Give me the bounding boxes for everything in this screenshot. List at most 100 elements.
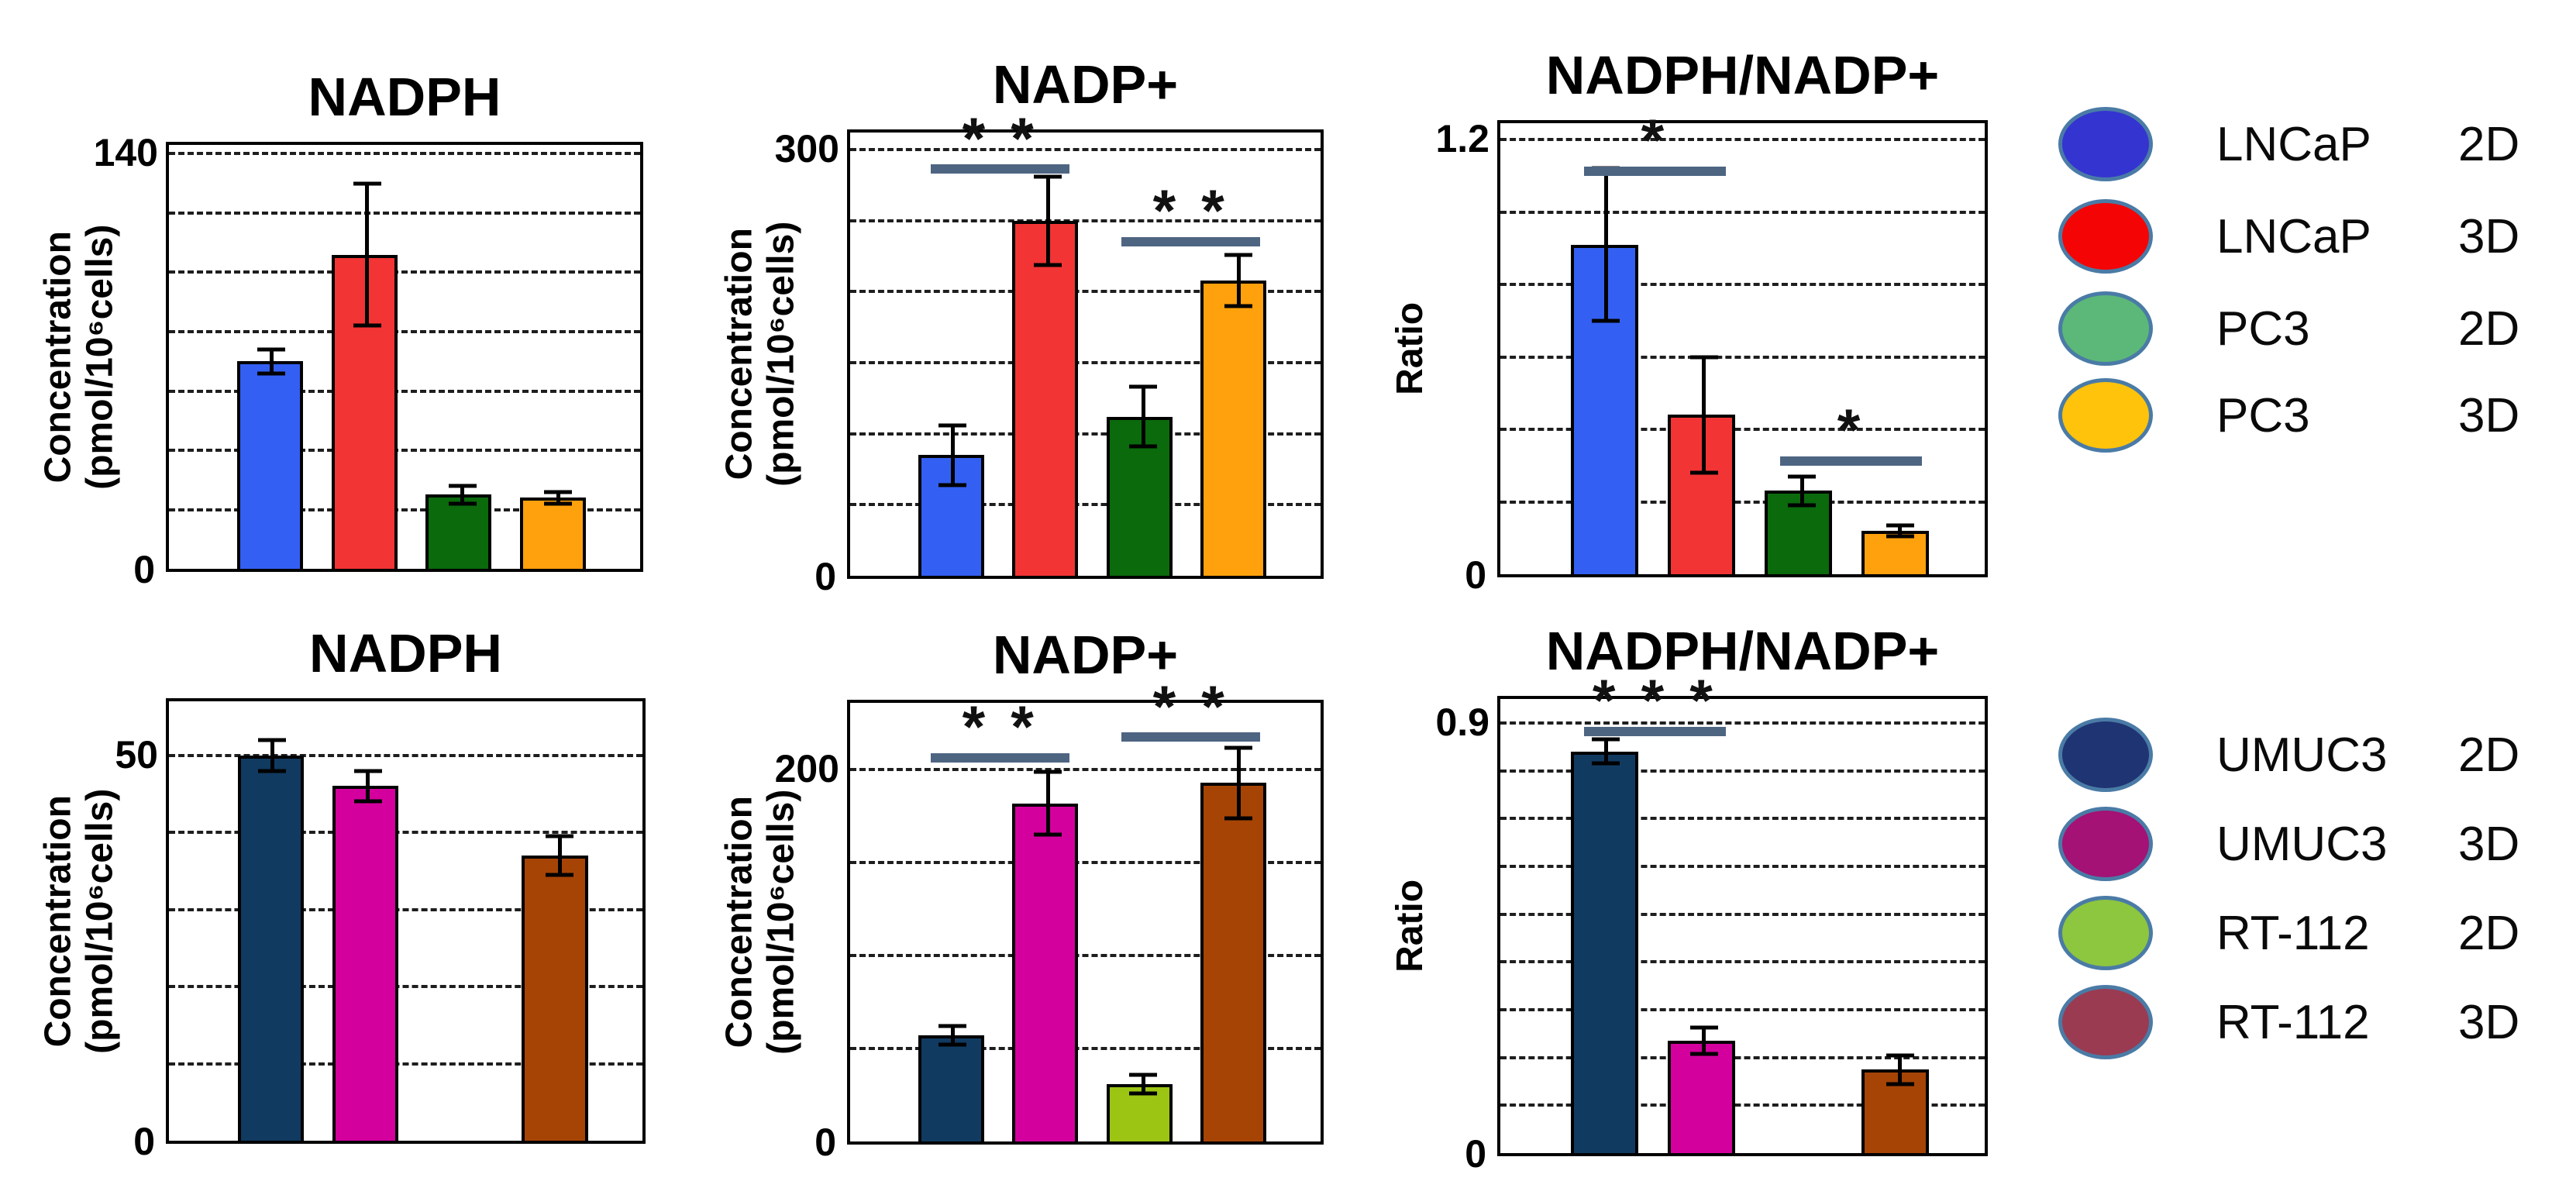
gridline <box>1500 1104 1985 1107</box>
y-axis-tick-label: 1.2 <box>1435 116 1489 160</box>
y-axis-label: Concentration (pmol/10⁶cells) <box>718 789 801 1055</box>
significance-stars: * * * <box>1592 667 1717 734</box>
error-bar-cap <box>353 799 382 804</box>
y-axis-label: Concentration (pmol/10⁶cells) <box>718 221 801 487</box>
gridline <box>169 753 642 757</box>
y-axis-tick-label: 50 <box>115 732 158 776</box>
error-bar-cap <box>938 1024 967 1028</box>
error-bar-cap <box>1689 355 1718 360</box>
bar-pc3-3d <box>519 498 587 569</box>
legend-item: PC3 2D <box>2058 291 2519 367</box>
y-axis-zero-label: 0 <box>1465 1132 1486 1176</box>
chart-nadp-bottom: NADP+ Concentration (pmol/10⁶cells) 200 0… <box>718 625 1324 1164</box>
y-axis-label-wrap: Ratio <box>1321 699 1500 1153</box>
error-bar-cap <box>258 738 287 742</box>
error-bar <box>1702 356 1706 473</box>
error-bar <box>1141 1074 1145 1093</box>
error-bar-cap <box>544 501 573 506</box>
gridline <box>169 270 640 274</box>
gridline <box>1500 721 1985 725</box>
gridline <box>1500 1055 1985 1059</box>
y-axis-zero-label: 0 <box>1465 553 1486 597</box>
error-bar-cap <box>546 834 574 838</box>
y-axis-label: Concentration (pmol/10⁶cells) <box>37 788 120 1054</box>
chart-nadph-top: NADPH Concentration (pmol/10⁶cells) 140 0 <box>37 67 643 591</box>
bar-rt-112-3d <box>1200 783 1267 1141</box>
error-bar-cap <box>1689 1052 1718 1056</box>
legend-label: LNCaP <box>2216 209 2371 263</box>
bar-lncap-3d <box>331 254 398 569</box>
error-bar-cap <box>1788 474 1817 479</box>
error-bar <box>1799 476 1804 506</box>
gridline <box>1500 355 1985 359</box>
chart-title: NADPH/NADP+ <box>1545 621 1940 681</box>
error-bar-cap <box>1129 444 1158 449</box>
gridline <box>850 1047 1321 1051</box>
gridline <box>169 508 640 511</box>
legend-dim-label: 3D <box>2458 995 2520 1049</box>
plot-area <box>169 145 640 569</box>
error-bar-cap <box>258 769 287 773</box>
gridline <box>169 152 640 156</box>
legend-bladder-cells: UMUC3 2D UMUC3 3D RT-112 2D RT-112 3D <box>2058 0 2570 1181</box>
bar-pc3-3d <box>1200 280 1267 576</box>
bar-pc3-2d <box>1106 416 1173 576</box>
y-axis-tick-label: 300 <box>774 126 839 170</box>
legend-swatch-lncap-3d <box>2058 199 2153 274</box>
y-axis-zero-label: 0 <box>814 555 836 598</box>
significance-stars: * * <box>1152 178 1229 245</box>
legend-item: UMUC3 2D <box>2058 717 2519 793</box>
bar-rt-112-3d <box>522 855 588 1141</box>
significance-line <box>1121 732 1261 742</box>
gridline <box>169 907 642 911</box>
error-bar-cap <box>1034 832 1062 837</box>
significance-line <box>1780 456 1922 466</box>
legend-swatch-lncap-2d <box>2058 107 2153 181</box>
chart-ratio-top: NADPH/NADP+ Ratio 1.2 0 * * <box>1390 45 1988 597</box>
y-axis-label-wrap: Concentration (pmol/10⁶cells) <box>670 133 850 576</box>
error-bar-cap <box>544 490 573 494</box>
error-bar-cap <box>938 1042 967 1047</box>
error-bar-cap <box>353 181 381 186</box>
gridline <box>1500 500 1985 504</box>
legend-item: RT-112 2D <box>2058 895 2519 971</box>
error-bar-cap <box>257 347 286 352</box>
significance-stars: * <box>1641 108 1669 174</box>
legend-dim-label: 3D <box>2458 209 2520 263</box>
legend-dim-label: 3D <box>2458 817 2520 871</box>
error-bar-cap <box>1689 1025 1718 1030</box>
error-bar <box>950 425 955 485</box>
error-bar-cap <box>1788 503 1817 508</box>
error-bar-cap <box>1592 737 1620 742</box>
error-bar <box>365 183 370 326</box>
legend-label: RT-112 <box>2216 995 2370 1049</box>
y-axis-tick-label: 140 <box>93 131 158 175</box>
gridline <box>1500 864 1985 868</box>
gridline <box>850 861 1321 865</box>
gridline <box>169 211 640 215</box>
y-axis-tick-label: 0.9 <box>1435 700 1489 744</box>
y-axis-label: Ratio <box>1390 880 1431 973</box>
chart-nadp-top: NADP+ Concentration (pmol/10⁶cells) 300 0… <box>718 54 1324 598</box>
error-bar <box>556 491 560 504</box>
error-bar-cap <box>1689 470 1718 475</box>
gridline <box>1500 960 1985 964</box>
legend-label: PC3 <box>2216 388 2310 442</box>
error-bar-cap <box>1224 816 1253 821</box>
plot-area: * * * * <box>850 678 1321 1141</box>
gridline <box>169 389 640 393</box>
error-bar <box>1603 168 1608 321</box>
error-bar <box>1702 1028 1706 1054</box>
gridline <box>1500 210 1985 214</box>
error-bar-cap <box>448 501 477 506</box>
legend-prostate-cells: LNCaP 2D LNCaP 3D PC3 2D PC3 3D <box>2058 0 2570 1181</box>
y-axis-zero-label: 0 <box>814 1121 836 1164</box>
gridline <box>1500 817 1985 821</box>
legend-label: UMUC3 <box>2216 728 2388 782</box>
error-bar <box>1898 525 1903 536</box>
legend-item: RT-112 3D <box>2058 984 2519 1060</box>
legend-item: UMUC3 3D <box>2058 806 2519 882</box>
chart-nadph-bottom: NADPH Concentration (pmol/10⁶cells) 50 0 <box>37 623 646 1163</box>
error-bar <box>950 1026 955 1045</box>
gridline <box>1500 1007 1985 1011</box>
